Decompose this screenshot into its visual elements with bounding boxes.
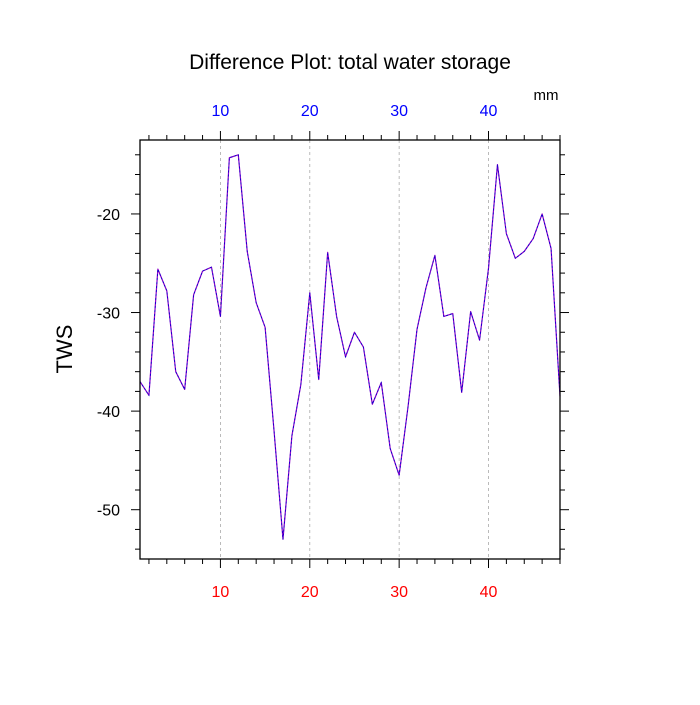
y-axis-label: TWS	[52, 325, 77, 374]
axis-ticks	[131, 131, 569, 568]
tick-labels: 10 10 20 20 30 30 40 40 -50 -40 -30 -20	[97, 103, 498, 601]
x-tick-label-bottom-20: 20	[301, 584, 319, 601]
grid-lines	[220, 140, 489, 559]
x-tick-label-bottom-40: 40	[480, 584, 498, 601]
y-tick-label--30: -30	[97, 306, 120, 323]
chart-title: Difference Plot: total water storage	[189, 51, 511, 74]
x-tick-label-bottom-10: 10	[212, 584, 230, 601]
plot-border	[139, 139, 561, 560]
y-tick-label--20: -20	[97, 207, 120, 224]
x-tick-label-top-10: 10	[212, 103, 230, 120]
x-tick-label-bottom-30: 30	[390, 584, 408, 601]
y-tick-label--40: -40	[97, 404, 120, 421]
x-tick-label-top-30: 30	[390, 103, 408, 120]
series-line-dash-0	[139, 154, 561, 540]
series-line-0	[139, 154, 561, 540]
units-label: mm	[534, 87, 559, 104]
x-tick-label-top-40: 40	[480, 103, 498, 120]
x-tick-label-top-20: 20	[301, 103, 319, 120]
series-lines	[139, 154, 561, 540]
y-tick-label--50: -50	[97, 503, 120, 520]
plot-frame	[139, 139, 561, 560]
